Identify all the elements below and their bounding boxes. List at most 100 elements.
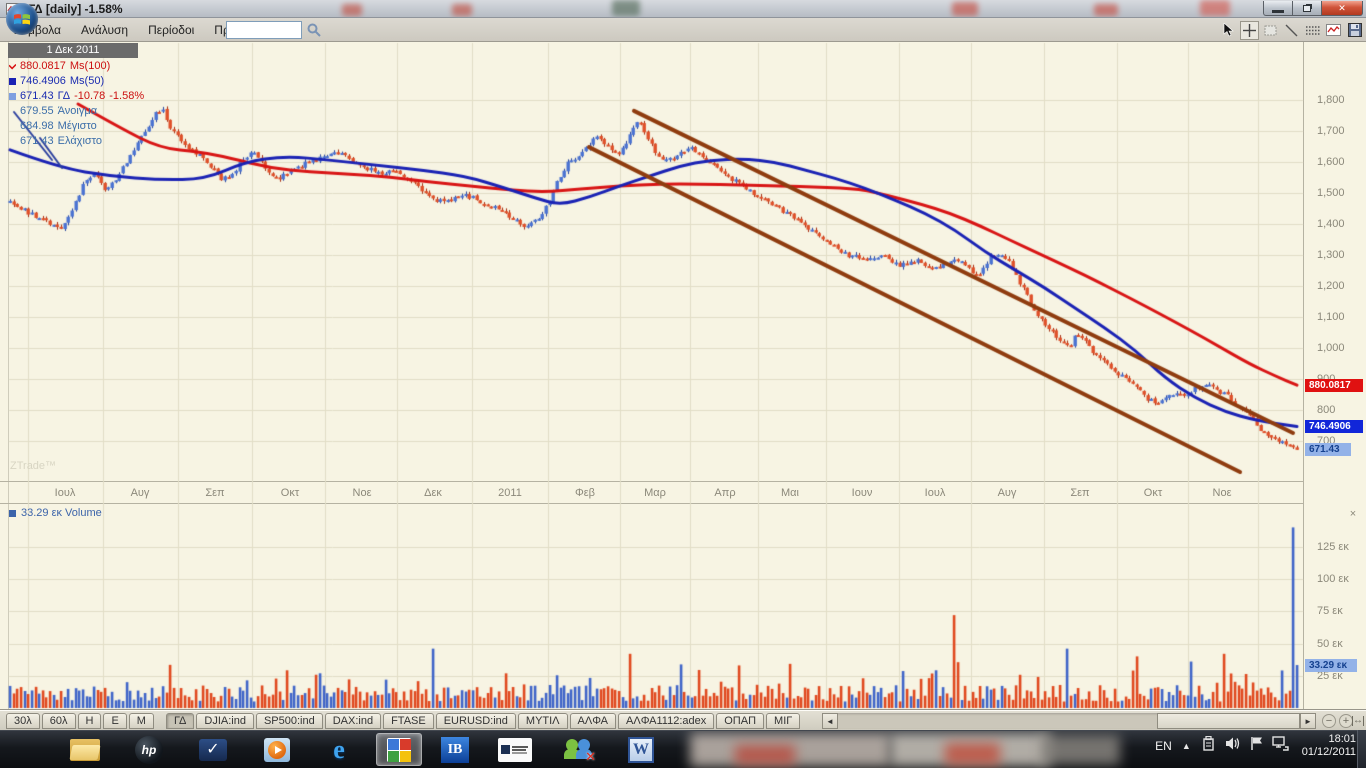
spacer <box>9 123 16 130</box>
low-value: 671.43 <box>20 135 54 147</box>
volume-legend-text: 33.29 εκ Volume <box>21 507 102 519</box>
price-tag-light: 671.43 <box>1305 443 1351 457</box>
active-app-taskbar-icon[interactable] <box>376 733 422 766</box>
action-center-flag-icon[interactable] <box>1250 736 1263 756</box>
last-value: 671.43 <box>20 90 54 102</box>
ztrade-watermark: ZTrade™ <box>10 460 57 472</box>
badge-logo-icon <box>498 737 532 762</box>
month-label-Νοε: Νοε <box>1212 487 1232 499</box>
month-label-Ιουν: Ιουν <box>851 487 873 499</box>
month-label-Ιουλ: Ιουλ <box>924 487 946 499</box>
open-value: 679.55 <box>20 105 54 117</box>
month-label-Μαρ: Μαρ <box>644 487 666 499</box>
internet-explorer-taskbar-icon[interactable]: e <box>316 733 362 766</box>
taskbar-reflection <box>945 743 1000 765</box>
spacer <box>9 138 16 145</box>
volume-legend: 33.29 εκ Volume <box>8 507 102 519</box>
internet-explorer-icon: e <box>333 734 345 764</box>
volume-marker-icon <box>9 509 16 517</box>
volume-tick-125: 125 εκ <box>1317 540 1349 553</box>
volume-tick-25: 25 εκ <box>1317 669 1343 682</box>
tray-time: 18:01 <box>1328 733 1356 745</box>
hp-logo-icon: hp <box>135 735 163 764</box>
volume-icon[interactable] <box>1225 736 1241 756</box>
volume-tick-75: 75 εκ <box>1317 605 1343 618</box>
chart-canvas[interactable] <box>0 0 1366 730</box>
legend-low: 671.43 Ελάχιστο <box>8 134 148 148</box>
badge-app-taskbar-icon[interactable] <box>492 733 538 766</box>
word-taskbar-icon[interactable]: W <box>618 733 664 766</box>
low-label: Ελάχιστο <box>57 135 102 147</box>
price-tick-1100: 1,100 <box>1317 311 1345 323</box>
network-icon[interactable] <box>1272 736 1289 756</box>
spacer <box>9 108 16 115</box>
month-label-2011: 2011 <box>498 487 522 499</box>
month-label-Φεβ: Φεβ <box>574 487 596 499</box>
check-app-taskbar-icon[interactable]: ✓ <box>190 733 236 766</box>
price-tick-1400: 1,400 <box>1317 218 1345 230</box>
word-icon: W <box>628 736 654 763</box>
system-tray: EN ▲ 18:01 01/12/2011 <box>1155 733 1356 759</box>
price-tick-1600: 1,600 <box>1317 156 1345 168</box>
month-label-Σεπ: Σεπ <box>1070 487 1090 499</box>
taskbar-reflection <box>735 745 795 765</box>
month-label-Οκτ: Οκτ <box>280 487 300 499</box>
price-tick-1200: 1,200 <box>1317 280 1345 292</box>
removable-device-icon[interactable] <box>1201 735 1216 756</box>
price-tick-1300: 1,300 <box>1317 249 1345 261</box>
volume-tick-100: 100 εκ <box>1317 573 1349 585</box>
legend-ma100: 880.0817 Μs(100) <box>8 59 148 73</box>
change-value: -10.78 <box>74 90 106 102</box>
month-label-Σεπ: Σεπ <box>205 487 225 499</box>
hidden-icons-arrow[interactable]: ▲ <box>1181 741 1191 751</box>
ma50-value: 746.4906 <box>20 75 66 87</box>
legend-open: 679.55 Άνοιγμα <box>8 104 148 118</box>
taskbar-reflection <box>1040 735 1120 765</box>
interactive-brokers-taskbar-icon[interactable]: IB <box>432 733 478 766</box>
ma50-label: Μs(50) <box>69 75 105 87</box>
legend-last: 671.43 ΓΔ -10.78 -1.58% <box>8 89 148 103</box>
chart-legend: 1 Δεκ 2011 880.0817 Μs(100) 746.4906 Μs(… <box>8 43 148 148</box>
hp-taskbar-icon[interactable]: hp <box>126 733 172 766</box>
month-label-Οκτ: Οκτ <box>1143 487 1163 499</box>
taskbar <box>0 730 1366 768</box>
ib-logo-icon: IB <box>441 736 469 763</box>
tray-date: 01/12/2011 <box>1301 746 1356 758</box>
messenger-taskbar-icon[interactable]: ✕ <box>556 733 602 766</box>
price-tick-1800: 1,800 <box>1317 94 1345 106</box>
ma100-label: Μs(100) <box>69 60 111 72</box>
price-tag-red: 880.0817 <box>1305 378 1363 392</box>
volume-tick-50: 50 εκ <box>1317 637 1343 650</box>
price-marker-icon <box>9 92 16 100</box>
price-tick-800: 800 <box>1317 404 1336 416</box>
price-tag-blue: 746.4906 <box>1305 420 1363 434</box>
ma100-marker-icon <box>9 63 16 70</box>
messenger-icon: ✕ <box>564 737 596 764</box>
volume-close-icon[interactable]: × <box>1349 508 1357 520</box>
change-pct: -1.58% <box>109 90 145 102</box>
colored-grid-icon <box>387 737 411 762</box>
ma100-value: 880.0817 <box>20 60 66 72</box>
legend-high: 684.98 Μέγιστο <box>8 119 148 133</box>
month-label-Μαι: Μαι <box>781 487 799 499</box>
high-label: Μέγιστο <box>57 120 97 132</box>
high-value: 684.98 <box>20 120 54 132</box>
media-player-taskbar-icon[interactable] <box>254 733 300 766</box>
media-player-icon <box>264 737 290 762</box>
language-indicator[interactable]: EN <box>1155 739 1172 753</box>
show-desktop-button[interactable] <box>1357 730 1366 768</box>
price-tick-1000: 1,000 <box>1317 342 1345 354</box>
month-label-Ιουλ: Ιουλ <box>54 487 76 499</box>
volume-tag: 33.29 εκ <box>1305 658 1357 672</box>
ma50-marker-icon <box>9 77 16 85</box>
folder-icon <box>69 738 101 761</box>
legend-ma50: 746.4906 Μs(50) <box>8 74 148 88</box>
month-label-Αυγ: Αυγ <box>130 487 150 499</box>
explorer-taskbar-icon[interactable] <box>62 733 108 766</box>
price-tick-1700: 1,700 <box>1317 125 1345 137</box>
month-label-Αυγ: Αυγ <box>997 487 1017 499</box>
symbol-label: ΓΔ <box>57 90 71 102</box>
tray-clock[interactable]: 18:01 01/12/2011 <box>1302 733 1356 759</box>
legend-date: 1 Δεκ 2011 <box>8 43 138 58</box>
